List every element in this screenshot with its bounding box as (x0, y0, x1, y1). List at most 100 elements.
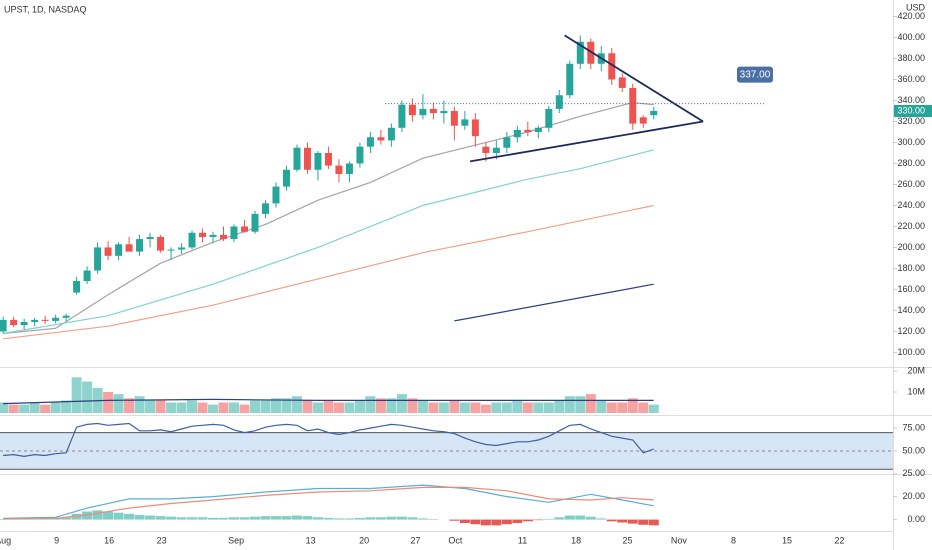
macd-histogram-bar (270, 516, 281, 520)
candle-body (261, 203, 269, 214)
volume-bar (438, 402, 449, 413)
candle-body (41, 319, 49, 321)
candle-body (608, 53, 616, 80)
y-tick-label: 260.00 (897, 179, 925, 189)
macd-histogram-bar (197, 517, 208, 520)
volume-bar (19, 404, 30, 413)
macd-histogram-bar (617, 519, 628, 523)
x-tick-label: Aug (0, 535, 11, 545)
candle-body (398, 104, 406, 128)
macd-histogram-bar (134, 514, 145, 520)
macd-histogram-bar (281, 516, 292, 520)
y-tick-label: 380.00 (897, 53, 925, 63)
candle-body (188, 232, 196, 248)
macd-histogram-bar (155, 516, 166, 520)
y-tick-label: 50.00 (902, 445, 925, 455)
moving-average (2, 149, 654, 335)
candle-body (209, 234, 217, 237)
macd-line (3, 484, 654, 519)
macd-histogram-bar (428, 519, 439, 520)
candle-body (566, 63, 574, 96)
macd-histogram-bar (386, 516, 397, 520)
candle-body (94, 247, 102, 271)
macd-histogram-bar (145, 515, 156, 520)
candle-body (356, 146, 364, 164)
volume-bar (354, 400, 365, 413)
volume-bar (208, 404, 219, 413)
candle-body (461, 119, 469, 126)
macd-histogram-bar (533, 519, 544, 521)
macd-histogram-bar (61, 517, 72, 520)
candle-body (251, 213, 259, 232)
macd-histogram-bar (218, 517, 229, 520)
macd-histogram-bar (103, 511, 114, 520)
macd-histogram-bar (480, 519, 491, 526)
y-tick-label: 120.00 (897, 326, 925, 336)
y-tick-label: 20M (907, 365, 925, 375)
volume-bar (145, 400, 156, 413)
candle-body (534, 127, 542, 132)
volume-bar (124, 398, 135, 413)
macd-histogram-bar (522, 519, 533, 522)
candle-body (419, 108, 427, 116)
y-tick-label: 140.00 (897, 305, 925, 315)
macd-histogram-bar (575, 515, 586, 520)
macd-histogram-bar (260, 516, 271, 520)
macd-histogram-bar (312, 517, 323, 520)
macd-histogram-bar (187, 517, 198, 520)
candle-body (83, 270, 91, 282)
rsi-line (3, 422, 654, 458)
macd-histogram-bar (407, 517, 418, 520)
volume-bar (585, 394, 596, 413)
candle-body (440, 111, 448, 114)
x-tick-label: 25 (623, 535, 633, 545)
macd-histogram-bar (124, 513, 135, 520)
volume-bar (533, 402, 544, 413)
macd-line (3, 486, 654, 520)
candle-body (618, 77, 626, 88)
candle-body (230, 226, 238, 240)
candle-body (62, 315, 70, 318)
y-tick-label: 420.00 (897, 11, 925, 21)
macd-histogram-bar (333, 518, 344, 520)
volume-bar (239, 404, 250, 413)
volume-bar (522, 402, 533, 413)
volume-bar (218, 402, 229, 413)
macd-histogram-bar (564, 515, 575, 520)
candle-body (220, 234, 228, 240)
candle-body (0, 319, 7, 332)
candle-body (587, 41, 595, 64)
volume-bar (166, 402, 177, 413)
volume-bar (396, 394, 407, 413)
candle-body (104, 247, 112, 256)
volume-bar (480, 404, 491, 413)
candle-body (52, 317, 60, 321)
x-tick-label: Sep (228, 535, 244, 545)
macd-histogram-bar (417, 518, 428, 520)
volume-bar (29, 402, 40, 413)
volume-bar (281, 398, 292, 413)
volume-bar (648, 404, 659, 413)
macd-histogram-bar (627, 519, 638, 524)
candle-body (492, 147, 500, 153)
candle-body (545, 108, 553, 128)
candle-body (377, 137, 385, 141)
y-tick-label: 180.00 (897, 263, 925, 273)
candle-body (314, 152, 322, 170)
volume-bar (229, 402, 240, 413)
candle-body (513, 129, 521, 138)
candle-body (408, 104, 416, 116)
moving-average (3, 101, 654, 335)
x-tick-label: 13 (306, 535, 316, 545)
candle-body (146, 236, 154, 240)
volume-bar (428, 402, 439, 413)
volume-bar (375, 398, 386, 413)
y-tick-label: 320.00 (897, 116, 925, 126)
volume-bar (134, 396, 145, 413)
candle-body (157, 236, 165, 251)
y-tick-label: 75.00 (902, 422, 925, 432)
x-tick-label: 11 (518, 535, 527, 545)
macd-histogram-bar (491, 519, 502, 526)
candle-body (335, 165, 343, 174)
